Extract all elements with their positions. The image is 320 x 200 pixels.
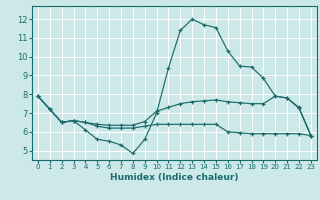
- X-axis label: Humidex (Indice chaleur): Humidex (Indice chaleur): [110, 173, 239, 182]
